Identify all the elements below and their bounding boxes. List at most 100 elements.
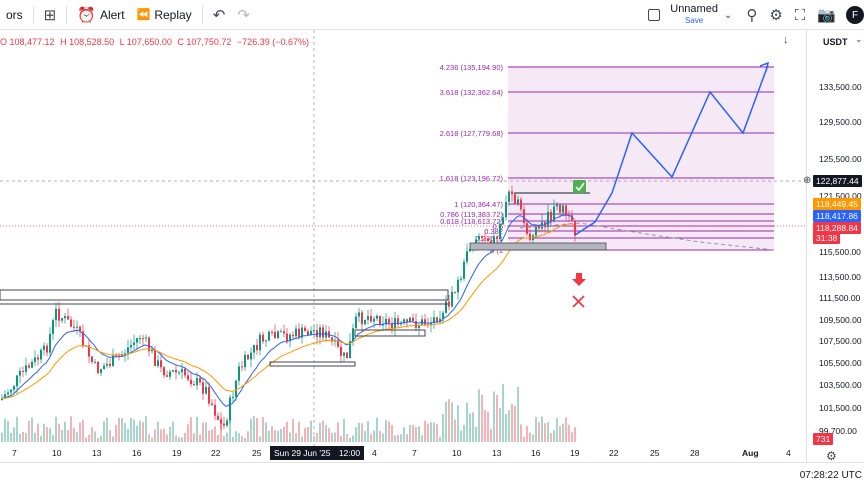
- layouts-button[interactable]: ⊞: [38, 0, 63, 30]
- candle-body: [397, 318, 399, 325]
- volume-bar: [391, 424, 393, 442]
- candle-body: [481, 236, 483, 239]
- volume-bar: [268, 430, 270, 442]
- price-scale[interactable]: ↓ USDT ⌄ 133,500.00 129,500.00 125,500.00 1…: [783, 30, 864, 462]
- checkbox-icon[interactable]: [648, 9, 661, 21]
- indicators-button[interactable]: ors: [0, 0, 29, 30]
- candle-body: [157, 360, 159, 366]
- volume-bar: [451, 402, 453, 442]
- chart-drawings[interactable]: [0, 61, 775, 367]
- price-label: 115,500.00: [819, 247, 861, 257]
- chevron-down-icon[interactable]: ⌄: [723, 9, 733, 21]
- currency-selector[interactable]: USDT: [823, 37, 848, 47]
- redo-button[interactable]: ↷: [231, 0, 256, 30]
- volume-bar: [112, 436, 114, 442]
- projection-path[interactable]: [574, 64, 769, 236]
- volume-bar: [406, 434, 408, 442]
- replay-button[interactable]: ⏪ Replay: [131, 0, 198, 30]
- candle-body: [202, 382, 204, 394]
- volume-bar: [463, 424, 465, 442]
- candle-body: [193, 384, 195, 386]
- volume-bar: [103, 421, 105, 442]
- volume-bar: [499, 407, 501, 442]
- candle-body: [136, 338, 138, 343]
- resistance-box[interactable]: [0, 289, 449, 301]
- candle-body: [298, 328, 300, 338]
- volume-bar: [151, 437, 153, 442]
- candle-body: [187, 375, 189, 380]
- support-line[interactable]: [269, 361, 356, 367]
- undo-button[interactable]: ↶: [207, 0, 232, 30]
- volume-bar: [322, 420, 324, 442]
- volume-bar: [67, 430, 69, 442]
- candle-body: [424, 319, 426, 325]
- candle-body: [295, 328, 297, 337]
- candle-body: [205, 386, 207, 394]
- price-label: 107,500.00: [819, 336, 862, 346]
- settings-icon[interactable]: ⚙: [769, 7, 783, 24]
- volume-bar: [196, 416, 198, 442]
- fullscreen-icon[interactable]: ⛶: [794, 6, 806, 24]
- alert-button[interactable]: ⏰ Alert: [71, 0, 130, 30]
- candle-body: [322, 327, 324, 338]
- crosshair-date: Sun 29 Jun '25: [274, 448, 331, 458]
- layout-name-label: Unnamed: [670, 3, 718, 15]
- volume-bar: [397, 434, 399, 442]
- candle-body: [82, 331, 84, 347]
- price-chart[interactable]: 4.236 (135,194.90) 3.618 (132,362.64) 2.61…: [0, 30, 806, 446]
- candle-body: [109, 363, 111, 367]
- volume-bar: [127, 428, 129, 442]
- volume-bar: [253, 416, 255, 442]
- candle-body: [307, 331, 309, 336]
- volume-bar: [157, 421, 159, 442]
- volume-bar: [187, 424, 189, 442]
- volume-bar: [529, 432, 531, 442]
- gear-icon[interactable]: ⚙: [826, 449, 837, 463]
- candle-body: [61, 318, 63, 321]
- volume-bar: [517, 386, 519, 442]
- support-box[interactable]: [354, 329, 426, 337]
- candle-body: [220, 419, 222, 424]
- fib-level-label: 1 (120,364.47): [454, 200, 503, 209]
- volume-bar: [370, 434, 372, 442]
- ema-blue-badge: 118,417.86: [813, 210, 861, 222]
- candle-body: [421, 319, 423, 325]
- plus-circle-icon[interactable]: ⊕: [803, 175, 812, 186]
- time-label: 16: [531, 448, 541, 458]
- demand-zone[interactable]: [469, 242, 607, 251]
- top-toolbar: ors ⊞ ⏰ Alert ⏪ Replay ↶ ↷ Unnamed Save …: [0, 0, 864, 30]
- volume-bar: [181, 437, 183, 442]
- volume-bar: [544, 423, 546, 442]
- status-bar: ⚙ 07:28:22 UTC: [0, 449, 864, 485]
- volume-bar: [487, 411, 489, 442]
- volume-bar: [484, 410, 486, 442]
- arrow-down-icon[interactable]: ↓: [783, 34, 789, 46]
- candle-body: [550, 211, 552, 221]
- volume-bar: [538, 422, 540, 442]
- candle-body: [55, 308, 57, 321]
- candle-body: [124, 353, 126, 355]
- volume-bar: [247, 431, 249, 442]
- candle-body: [253, 344, 255, 353]
- volume-bar: [568, 424, 570, 442]
- time-axis[interactable]: 7 10 13 16 19 22 25 4 7 10 13 16 19 22 25 28 Aug 4 Sun 29 …: [0, 446, 806, 462]
- chevron-down-icon[interactable]: ⌄: [855, 34, 863, 44]
- volume-bar: [355, 427, 357, 442]
- candle-body: [58, 308, 60, 321]
- volume-bar: [10, 432, 12, 442]
- price-label: 121,500.00: [819, 191, 862, 201]
- volume-bar: [310, 420, 312, 442]
- candle-body: [451, 291, 453, 307]
- camera-icon[interactable]: 📷: [817, 7, 836, 24]
- volume-bar: [226, 432, 228, 442]
- time-label: 19: [570, 448, 580, 458]
- volume-bar: [307, 427, 309, 442]
- avatar[interactable]: F: [846, 6, 864, 24]
- volume-bar: [319, 422, 321, 442]
- volume-bar: [46, 427, 48, 442]
- layout-name[interactable]: Unnamed Save: [670, 4, 718, 26]
- candle-body: [562, 205, 564, 213]
- quick-search-icon[interactable]: ⚲: [746, 7, 758, 24]
- utc-clock[interactable]: 07:28:22 UTC: [799, 470, 862, 481]
- volume-bar: [550, 433, 552, 442]
